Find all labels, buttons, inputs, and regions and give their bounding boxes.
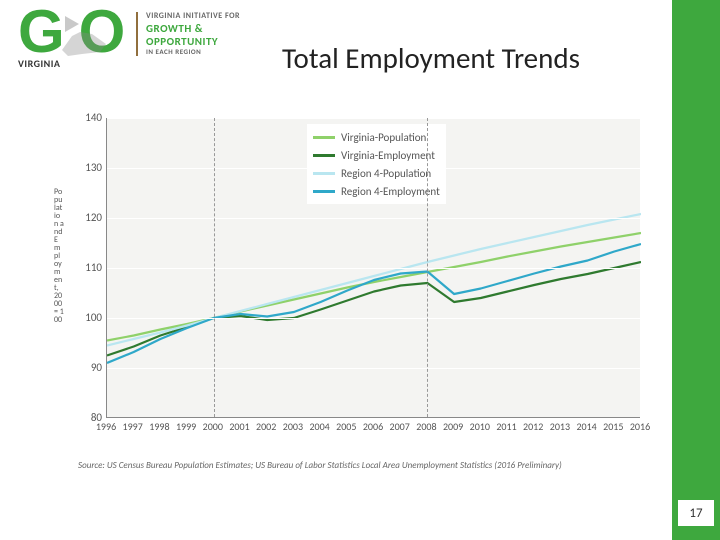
tagline-line2: GROWTH & xyxy=(146,22,240,35)
right-accent-bar xyxy=(672,0,720,540)
x-tick-label: 2002 xyxy=(256,420,276,433)
x-tick-label: 2004 xyxy=(309,420,329,433)
series-line xyxy=(107,244,641,363)
logo-tagline: VIRGINIA INITIATIVE FOR GROWTH & OPPORTU… xyxy=(136,12,240,56)
gridline xyxy=(107,218,640,219)
x-tick-label: 2009 xyxy=(443,420,463,433)
x-tick-label: 1996 xyxy=(96,420,116,433)
legend-label: Region 4-Employment xyxy=(341,185,440,198)
legend-swatch xyxy=(313,190,335,193)
legend-item: Region 4-Employment xyxy=(313,182,440,200)
source-text: Source: US Census Bureau Population Esti… xyxy=(78,460,562,471)
y-tick-label: 110 xyxy=(76,261,102,274)
page-number-badge: 17 xyxy=(678,500,714,526)
x-tick-label: 2010 xyxy=(470,420,490,433)
x-tick-label: 2016 xyxy=(630,420,650,433)
x-tick-label: 1997 xyxy=(123,420,143,433)
x-tick-label: 2003 xyxy=(283,420,303,433)
plot-area: Virginia-Population Virginia-Employment Re… xyxy=(106,118,640,418)
legend-item: Region 4-Population xyxy=(313,164,440,182)
x-tick-label: 2013 xyxy=(550,420,570,433)
x-tick-label: 2007 xyxy=(390,420,410,433)
go-virginia-logo: G O VIRGINIA VIRGINIA INITIATIVE FOR GRO… xyxy=(18,6,240,80)
legend-swatch xyxy=(313,172,335,175)
virginia-map-icon xyxy=(60,28,110,58)
reference-line xyxy=(214,118,215,417)
x-tick-label: 2008 xyxy=(416,420,436,433)
chart: Population and Employment, 2000 = 100 Vi… xyxy=(66,118,640,456)
x-tick-label: 2000 xyxy=(203,420,223,433)
x-tick-label: 1999 xyxy=(176,420,196,433)
gridline xyxy=(107,118,640,119)
y-axis-label: Population and Employment, 2000 = 100 xyxy=(54,188,64,324)
slide-title: Total Employment Trends xyxy=(282,40,580,76)
legend-label: Virginia-Employment xyxy=(341,149,435,162)
x-tick-label: 2005 xyxy=(336,420,356,433)
page-number: 17 xyxy=(689,506,702,521)
y-tick-label: 100 xyxy=(76,311,102,324)
x-tick-label: 2001 xyxy=(229,420,249,433)
gridline xyxy=(107,268,640,269)
gridline xyxy=(107,318,640,319)
tagline-line4: IN EACH REGION xyxy=(146,48,240,56)
x-tick-label: 2015 xyxy=(603,420,623,433)
gridline xyxy=(107,168,640,169)
legend-swatch xyxy=(313,154,335,157)
slide-root: G O VIRGINIA VIRGINIA INITIATIVE FOR GRO… xyxy=(0,0,720,540)
x-tick-label: 1998 xyxy=(149,420,169,433)
y-tick-label: 90 xyxy=(76,361,102,374)
x-tick-label: 2006 xyxy=(363,420,383,433)
legend-label: Virginia-Population xyxy=(341,131,426,144)
tagline-line1: VIRGINIA INITIATIVE FOR xyxy=(146,12,240,22)
x-tick-label: 2011 xyxy=(496,420,516,433)
legend: Virginia-Population Virginia-Employment Re… xyxy=(307,124,446,204)
gridline xyxy=(107,368,640,369)
x-tick-label: 2014 xyxy=(576,420,596,433)
legend-item: Virginia-Employment xyxy=(313,146,440,164)
x-tick-label: 2012 xyxy=(523,420,543,433)
gridline xyxy=(107,418,640,419)
tagline-line3: OPPORTUNITY xyxy=(146,35,240,48)
y-tick-label: 130 xyxy=(76,161,102,174)
y-tick-label: 140 xyxy=(76,111,102,124)
logo-letter: G xyxy=(18,6,65,57)
legend-swatch xyxy=(313,136,335,139)
reference-line xyxy=(427,118,428,417)
logo-mark: G O VIRGINIA xyxy=(18,6,128,80)
y-tick-label: 120 xyxy=(76,211,102,224)
legend-item: Virginia-Population xyxy=(313,128,440,146)
